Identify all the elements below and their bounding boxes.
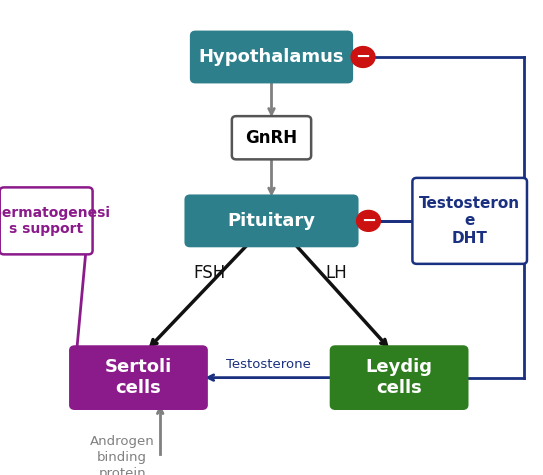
Text: Testosterone: Testosterone [226, 358, 311, 370]
Text: Testosteron
e
DHT: Testosteron e DHT [419, 196, 520, 246]
Circle shape [357, 210, 381, 231]
FancyBboxPatch shape [232, 116, 311, 160]
FancyBboxPatch shape [331, 347, 467, 408]
Text: Sertoli
cells: Sertoli cells [105, 358, 172, 397]
Text: −: − [356, 48, 371, 66]
Text: Leydig
cells: Leydig cells [365, 358, 433, 397]
FancyBboxPatch shape [413, 178, 527, 264]
Text: Spermatogenesi
s support: Spermatogenesi s support [0, 206, 110, 236]
FancyBboxPatch shape [0, 187, 92, 255]
Text: GnRH: GnRH [245, 129, 298, 147]
Circle shape [351, 47, 375, 67]
Text: −: − [361, 212, 376, 230]
Text: LH: LH [326, 264, 348, 282]
Text: Androgen
binding
protein: Androgen binding protein [90, 435, 155, 475]
FancyBboxPatch shape [191, 32, 352, 82]
FancyBboxPatch shape [186, 196, 357, 246]
Text: Hypothalamus: Hypothalamus [199, 48, 344, 66]
FancyBboxPatch shape [71, 347, 206, 408]
Text: Pituitary: Pituitary [228, 212, 315, 230]
Text: FSH: FSH [193, 264, 225, 282]
